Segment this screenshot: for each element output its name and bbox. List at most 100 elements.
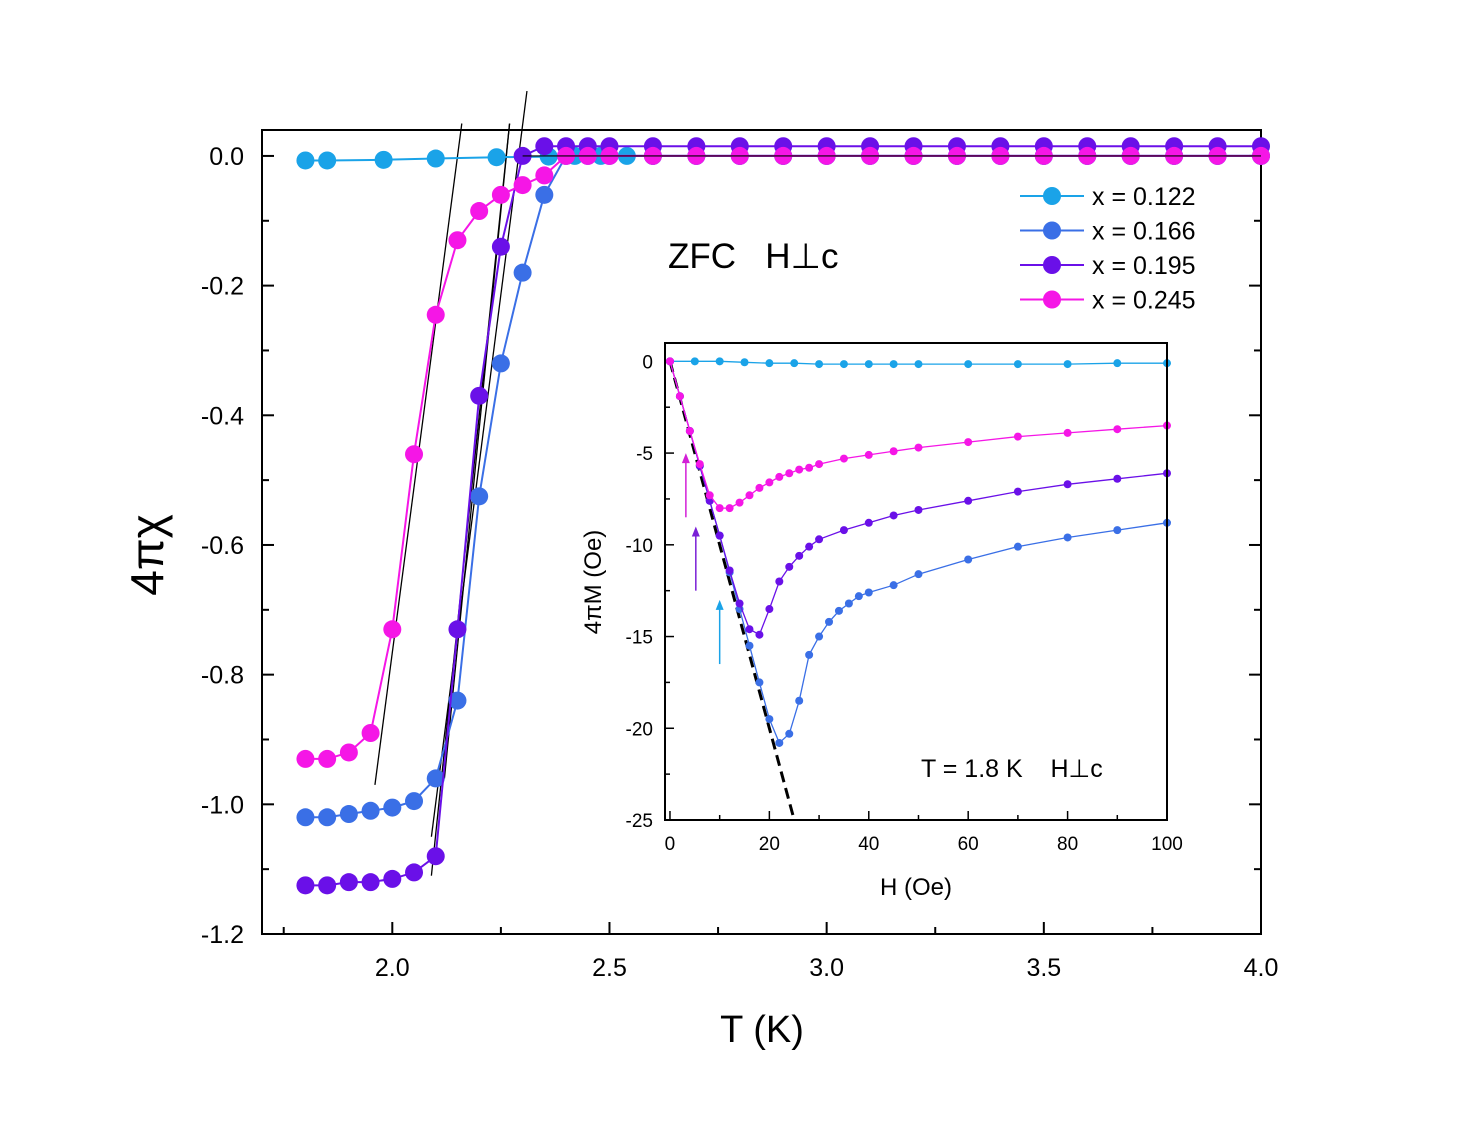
inset-data-point bbox=[765, 359, 774, 368]
inset-data-point bbox=[725, 504, 734, 513]
inset-data-point bbox=[735, 599, 744, 608]
inset-data-point bbox=[1013, 487, 1022, 496]
legend-label: x = 0.245 bbox=[1092, 287, 1196, 315]
inset-data-point bbox=[755, 630, 764, 639]
x-tick-label: 2.5 bbox=[592, 954, 627, 982]
inset-data-point bbox=[839, 454, 848, 463]
inset-arrow bbox=[691, 526, 700, 591]
inset-data-point bbox=[864, 360, 873, 369]
inset-data-point bbox=[745, 491, 754, 500]
main-guide-lines bbox=[374, 91, 528, 876]
data-point bbox=[339, 873, 358, 892]
inset-data-point bbox=[755, 678, 764, 687]
inset-plot-background bbox=[665, 343, 1167, 820]
inset-x-tick-label: 20 bbox=[759, 834, 780, 855]
data-point bbox=[470, 487, 489, 506]
inset-plot-frame bbox=[664, 342, 1168, 821]
inset-data-point bbox=[889, 511, 898, 520]
inset-data-point bbox=[914, 505, 923, 514]
inset-x-tick-label: 100 bbox=[1151, 834, 1183, 855]
legend-entry-x-0-245: x = 0.245 bbox=[1020, 287, 1196, 315]
inset-y-tick-label: -15 bbox=[626, 628, 653, 649]
inset-x-tick-label: 60 bbox=[958, 834, 979, 855]
main-series-group bbox=[296, 137, 1270, 895]
inset-data-point bbox=[775, 577, 784, 586]
inset-y-tick-label: -25 bbox=[626, 811, 653, 832]
inset-data-point bbox=[1013, 432, 1022, 441]
inset-data-point bbox=[815, 632, 824, 641]
inset-y-tick-label: -5 bbox=[636, 444, 653, 465]
inset-data-point bbox=[795, 696, 804, 705]
inset-data-point bbox=[715, 531, 724, 540]
inset-data-point bbox=[964, 496, 973, 505]
data-point bbox=[361, 801, 380, 820]
guide-line bbox=[443, 123, 511, 779]
data-point bbox=[513, 176, 532, 195]
y-tick-label: -0.2 bbox=[201, 273, 244, 301]
inset-y-tick-label: -10 bbox=[626, 536, 653, 557]
inset-data-point bbox=[1113, 425, 1122, 434]
y-tick-label: 0.0 bbox=[209, 143, 244, 171]
data-point bbox=[491, 185, 510, 204]
data-point bbox=[535, 185, 554, 204]
inset-data-point bbox=[805, 650, 814, 659]
inset-data-point bbox=[765, 605, 774, 614]
inset-annotation: T = 1.8 K H⊥c bbox=[921, 755, 1103, 783]
inset-data-point bbox=[775, 738, 784, 747]
inset-data-point bbox=[864, 588, 873, 597]
data-point bbox=[426, 769, 445, 788]
inset-data-point bbox=[964, 438, 973, 447]
inset-data-point bbox=[695, 460, 704, 469]
inset-data-point bbox=[839, 526, 848, 535]
data-point bbox=[296, 151, 315, 170]
y-tick-label: -1.0 bbox=[201, 791, 244, 819]
inset-data-point bbox=[834, 606, 843, 615]
main-plot-frame bbox=[261, 129, 1262, 935]
inset-data-point bbox=[795, 465, 804, 474]
inset-data-point bbox=[964, 555, 973, 564]
inset-series-group bbox=[665, 357, 1171, 747]
inset-data-point bbox=[1113, 526, 1122, 535]
inset-data-point bbox=[889, 581, 898, 590]
legend-entry-x-0-166: x = 0.166 bbox=[1020, 218, 1196, 246]
inset-data-point bbox=[1113, 359, 1122, 368]
inset-data-point bbox=[715, 357, 724, 366]
data-point bbox=[426, 149, 445, 168]
inset-data-point bbox=[889, 360, 898, 369]
legend-marker bbox=[1043, 290, 1061, 309]
inset-data-point bbox=[914, 570, 923, 579]
inset-x-tick-label: 0 bbox=[665, 834, 676, 855]
data-point bbox=[405, 863, 424, 882]
data-point bbox=[405, 445, 424, 464]
legend: x = 0.122 x = 0.166 x = 0.195 x = 0.245 bbox=[1020, 183, 1196, 315]
data-point bbox=[383, 798, 402, 817]
inset-guide-lines bbox=[668, 360, 796, 821]
inset-x-tick-label: 80 bbox=[1057, 834, 1078, 855]
inset-data-point bbox=[1063, 428, 1072, 437]
inset-guide-line bbox=[668, 360, 796, 821]
data-point bbox=[426, 847, 445, 866]
data-point bbox=[318, 749, 337, 768]
legend-marker bbox=[1043, 221, 1061, 240]
inset-axis-ticks: 0 20 40 60 80 100 0 -5 -10 -15 -20 -25 bbox=[626, 352, 1183, 855]
inset-data-point bbox=[690, 357, 699, 366]
data-point bbox=[339, 805, 358, 824]
inset-plot: 0 20 40 60 80 100 0 -5 -10 -15 -20 -25 H (Oe) 4πM (… bbox=[580, 342, 1183, 901]
inset-data-point bbox=[740, 358, 749, 367]
data-point bbox=[383, 869, 402, 888]
data-point bbox=[318, 808, 337, 827]
data-point bbox=[383, 620, 402, 639]
legend-marker bbox=[1043, 187, 1061, 205]
inset-data-point bbox=[1013, 360, 1022, 369]
inset-data-point bbox=[914, 360, 923, 369]
inset-data-point bbox=[785, 469, 794, 478]
data-point bbox=[361, 873, 380, 892]
inset-data-point bbox=[775, 472, 784, 481]
inset-data-point bbox=[665, 357, 674, 366]
inset-data-point bbox=[1063, 480, 1072, 489]
data-point bbox=[491, 354, 510, 373]
inset-data-point bbox=[914, 443, 923, 452]
y-tick-label: -0.6 bbox=[201, 532, 244, 560]
legend-marker bbox=[1043, 256, 1061, 274]
data-point bbox=[296, 876, 315, 895]
